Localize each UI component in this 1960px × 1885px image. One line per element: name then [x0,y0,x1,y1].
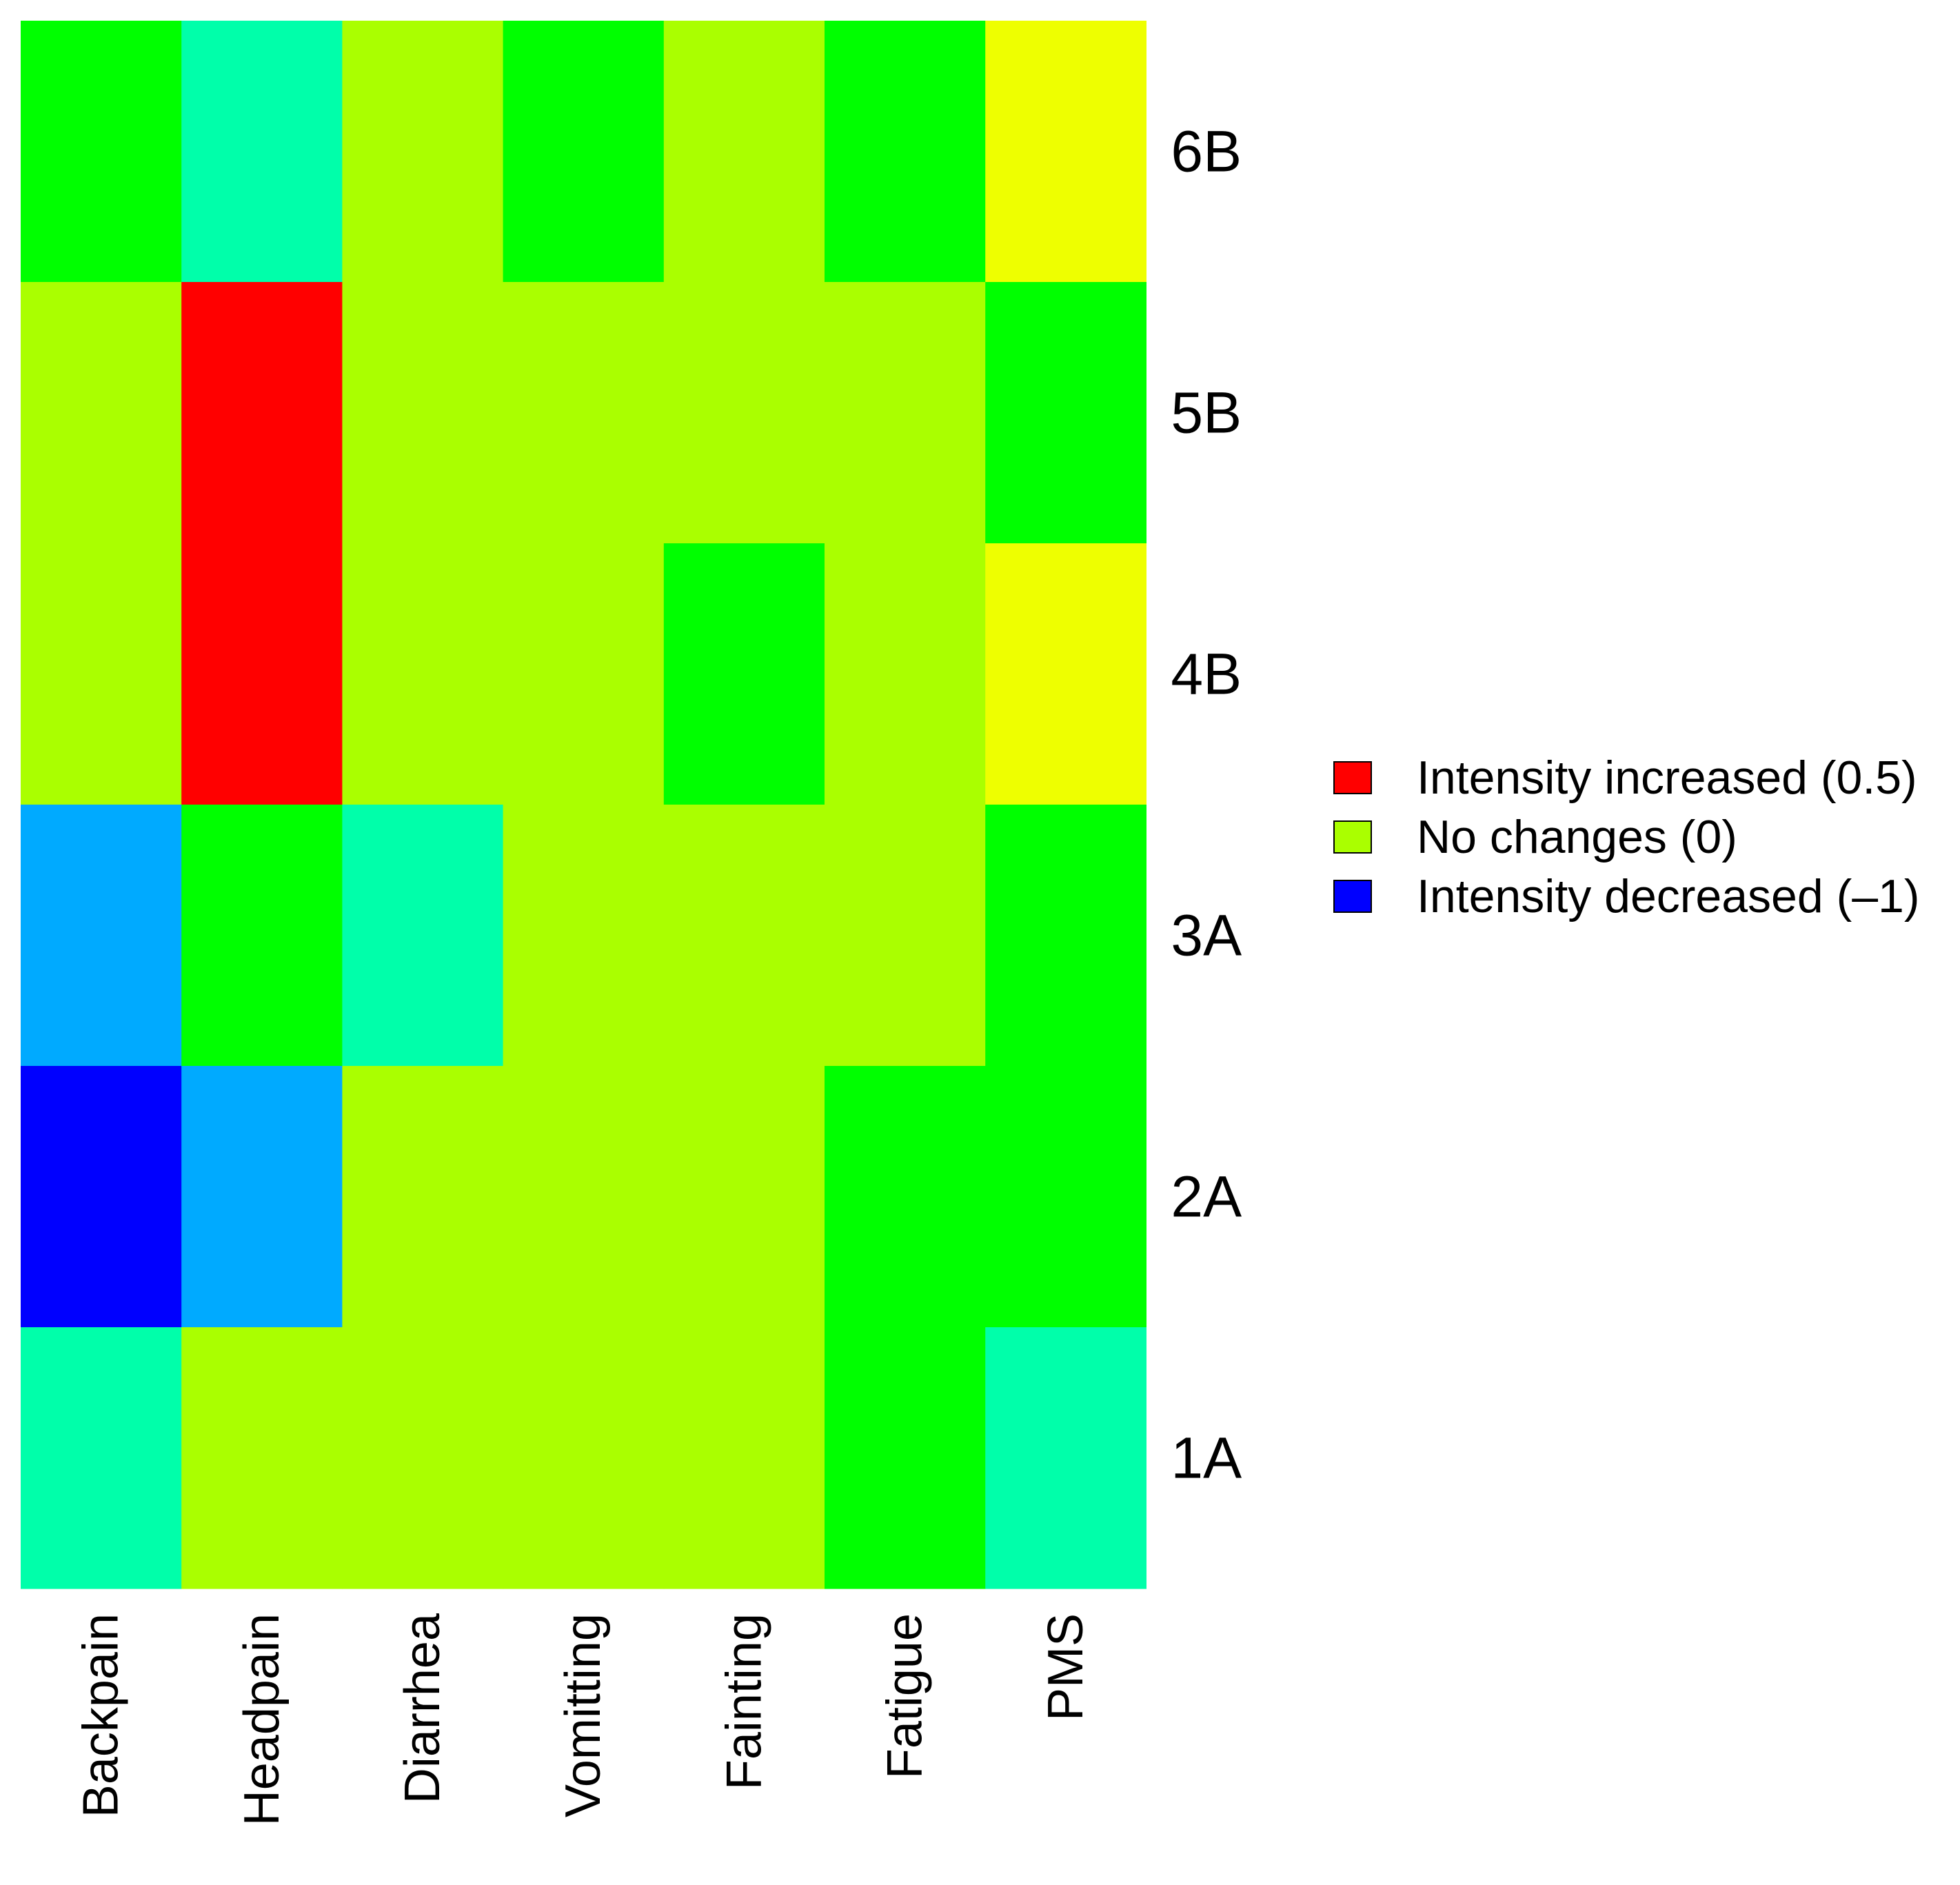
heatmap-cell-3a-fainting [663,805,825,1067]
heatmap-cell-5b-fatigue [825,282,986,544]
legend-swatch-0 [1333,761,1372,794]
heatmap-cell-5b-vomitting [503,282,665,544]
heatmap-cell-4b-fainting [663,543,825,805]
legend-label-2: Intensity decreased (–1) [1417,870,1920,923]
heatmap-cell-3a-backpain [21,805,182,1067]
row-label-6b: 6B [1171,119,1242,184]
legend-swatch-1 [1333,820,1372,854]
heatmap-cell-3a-fatigue [825,805,986,1067]
heatmap-cell-2a-backpain [21,1066,182,1328]
column-label-fainting: Fainting [716,1613,771,1790]
legend-label-1: No changes (0) [1417,811,1737,863]
heatmap-cells [21,21,1146,1589]
heatmap-cell-1a-backpain [21,1327,182,1589]
heatmap-cell-6b-backpain [21,21,182,283]
heatmap-cell-2a-vomitting [503,1066,665,1328]
heatmap-cell-5b-backpain [21,282,182,544]
heatmap-cell-4b-diarrhea [342,543,504,805]
column-labels: Backpain Headpain Diarrhea Vomitting Faintin… [74,1613,1093,1826]
heatmap-cell-6b-diarrhea [342,21,504,283]
heatmap-cell-4b-pms [985,543,1146,805]
heatmap-cell-3a-vomitting [503,805,665,1067]
heatmap-cell-5b-diarrhea [342,282,504,544]
heatmap-cell-1a-vomitting [503,1327,665,1589]
row-label-5b: 5B [1171,381,1242,445]
heatmap-cell-4b-backpain [21,543,182,805]
heatmap-cell-4b-headpain [181,543,343,805]
heatmap-cell-6b-fatigue [825,21,986,283]
legend-swatch-2 [1333,880,1372,913]
heatmap-cell-2a-fatigue [825,1066,986,1328]
heatmap-cell-4b-vomitting [503,543,665,805]
heatmap-cell-5b-fainting [663,282,825,544]
column-label-pms: PMS [1038,1613,1093,1721]
heatmap-cell-2a-pms [985,1066,1146,1328]
row-label-3a: 3A [1171,903,1242,968]
heatmap-cell-5b-headpain [181,282,343,544]
heatmap-cell-3a-pms [985,805,1146,1067]
heatmap-cell-2a-diarrhea [342,1066,504,1328]
row-labels: 6B 5B 4B 3A 2A 1A [1171,119,1242,1491]
heatmap-cell-6b-pms [985,21,1146,283]
column-label-vomitting: Vomitting [556,1613,611,1817]
heatmap-cell-1a-fatigue [825,1327,986,1589]
heatmap-cell-3a-diarrhea [342,805,504,1067]
legend-label-0: Intensity increased (0.5) [1417,752,1917,804]
row-label-1a: 1A [1171,1426,1242,1491]
column-label-headpain: Headpain [234,1613,290,1826]
heatmap-cell-6b-fainting [663,21,825,283]
row-label-4b: 4B [1171,642,1242,707]
heatmap-cell-1a-pms [985,1327,1146,1589]
heatmap-cell-1a-diarrhea [342,1327,504,1589]
column-label-fatigue: Fatigue [878,1613,933,1779]
heatmap-cell-6b-vomitting [503,21,665,283]
heatmap-cell-2a-headpain [181,1066,343,1328]
heatmap-cell-5b-pms [985,282,1146,544]
heatmap-cell-1a-headpain [181,1327,343,1589]
column-label-backpain: Backpain [74,1613,129,1817]
heatmap-cell-2a-fainting [663,1066,825,1328]
heatmap-cell-3a-headpain [181,805,343,1067]
heatmap-cell-1a-fainting [663,1327,825,1589]
heatmap-cell-4b-fatigue [825,543,986,805]
row-label-2a: 2A [1171,1165,1242,1229]
column-label-diarrhea: Diarrhea [395,1613,450,1804]
legend: Intensity increased (0.5) No changes (0) I… [1333,752,1920,923]
heatmap-cell-6b-headpain [181,21,343,283]
